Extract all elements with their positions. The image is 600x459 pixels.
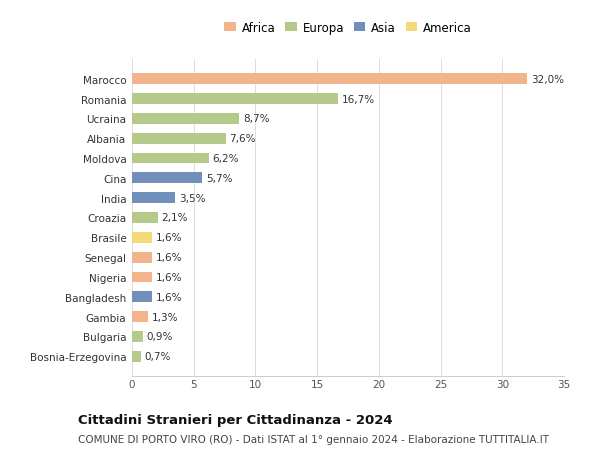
- Bar: [132, 173, 202, 184]
- Bar: [132, 232, 152, 243]
- Text: 8,7%: 8,7%: [243, 114, 269, 124]
- Bar: [132, 312, 148, 322]
- Bar: [132, 94, 338, 105]
- Bar: [132, 272, 152, 283]
- Text: 0,9%: 0,9%: [147, 332, 173, 342]
- Text: 0,7%: 0,7%: [145, 352, 171, 362]
- Text: 5,7%: 5,7%: [206, 174, 233, 184]
- Bar: [132, 292, 152, 302]
- Legend: Africa, Europa, Asia, America: Africa, Europa, Asia, America: [221, 18, 476, 38]
- Text: COMUNE DI PORTO VIRO (RO) - Dati ISTAT al 1° gennaio 2024 - Elaborazione TUTTITA: COMUNE DI PORTO VIRO (RO) - Dati ISTAT a…: [78, 434, 549, 444]
- Text: 1,6%: 1,6%: [155, 292, 182, 302]
- Bar: [132, 331, 143, 342]
- Text: 3,5%: 3,5%: [179, 193, 205, 203]
- Text: 16,7%: 16,7%: [342, 94, 375, 104]
- Text: 2,1%: 2,1%: [161, 213, 188, 223]
- Bar: [132, 74, 527, 85]
- Text: Cittadini Stranieri per Cittadinanza - 2024: Cittadini Stranieri per Cittadinanza - 2…: [78, 413, 392, 426]
- Bar: [132, 193, 175, 204]
- Bar: [132, 252, 152, 263]
- Text: 1,6%: 1,6%: [155, 252, 182, 263]
- Bar: [132, 153, 209, 164]
- Text: 1,3%: 1,3%: [152, 312, 178, 322]
- Bar: [132, 134, 226, 144]
- Text: 6,2%: 6,2%: [212, 154, 239, 164]
- Bar: [132, 351, 140, 362]
- Text: 1,6%: 1,6%: [155, 272, 182, 282]
- Bar: [132, 213, 158, 224]
- Bar: [132, 114, 239, 124]
- Text: 1,6%: 1,6%: [155, 233, 182, 243]
- Text: 7,6%: 7,6%: [230, 134, 256, 144]
- Text: 32,0%: 32,0%: [530, 74, 563, 84]
